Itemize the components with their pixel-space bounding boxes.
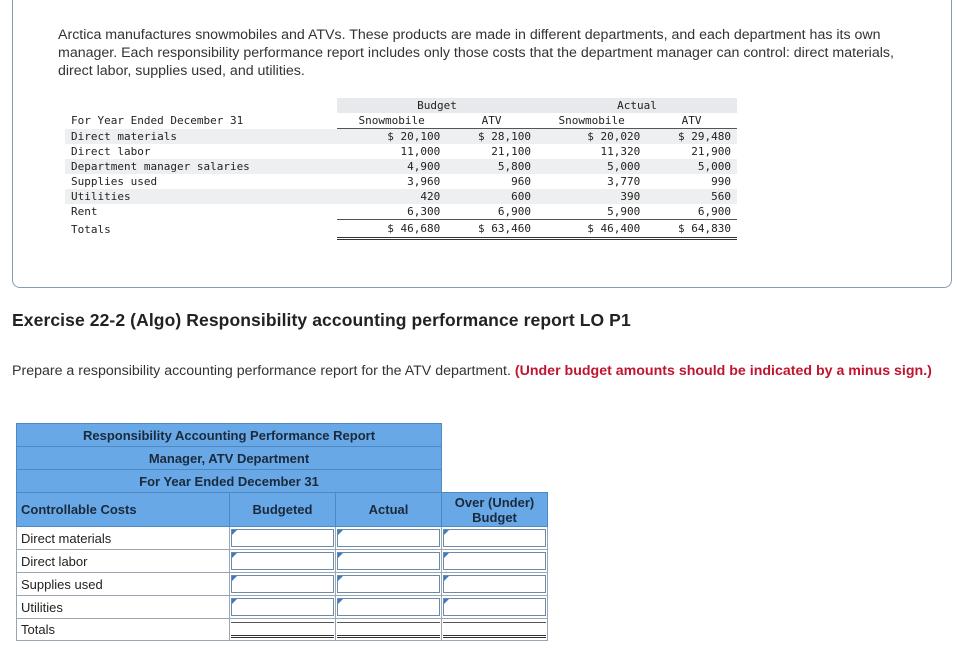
col-controllable-costs: Controllable Costs (16, 492, 230, 527)
row-label-supplies-used: Supplies used (16, 572, 230, 596)
over-under-supplies-used-input[interactable] (443, 575, 546, 593)
period-label: For Year Ended December 31 (71, 114, 244, 128)
row-label-direct-materials: Direct materials (16, 526, 230, 550)
cell-value: 21,900 (691, 145, 731, 158)
cell-value: 420 (337, 189, 447, 204)
budgeted-total-field[interactable] (231, 621, 334, 638)
budgeted-supplies-used-input[interactable] (231, 575, 334, 593)
row-label: Utilities (65, 189, 337, 204)
row-label: Rent (71, 205, 98, 219)
col-budget-atv: ATV (446, 113, 537, 129)
over-under-utilities-input[interactable] (443, 598, 546, 616)
actual-total-field[interactable] (337, 621, 440, 638)
total-value: $ 64,830 (646, 219, 737, 240)
report-title: Responsibility Accounting Performance Re… (16, 423, 442, 447)
exercise-title: Exercise 22-2 (Algo) Responsibility acco… (12, 310, 631, 330)
cell-value: 5,800 (446, 159, 537, 174)
cell-value: 6,900 (646, 204, 737, 220)
budgeted-direct-materials-input[interactable] (231, 529, 334, 547)
cell-value: 6,900 (446, 204, 537, 220)
cell-value: 5,000 (646, 159, 737, 174)
actual-supplies-used-input[interactable] (337, 575, 440, 593)
over-under-direct-materials-input[interactable] (443, 529, 546, 547)
actual-group-header: Actual (536, 98, 737, 113)
cell-value: 11,320 (600, 145, 641, 158)
row-label: Supplies used (71, 175, 158, 188)
total-value: $ 63,460 (446, 219, 537, 240)
col-budgeted: Budgeted (229, 492, 336, 527)
col-budget-snowmobile: Snowmobile (337, 113, 447, 129)
cell-value: 4,900 (337, 159, 447, 174)
instructions: Prepare a responsibility accounting perf… (12, 362, 947, 380)
cell-value: 11,000 (400, 145, 441, 158)
actual-direct-materials-input[interactable] (337, 529, 440, 547)
intro-text: Arctica manufactures snowmobiles and ATV… (58, 27, 894, 79)
budget-actual-table: Budget Actual For Year Ended December 31… (65, 98, 737, 240)
cell-value: 390 (536, 189, 647, 204)
cell-value: 6,300 (337, 204, 447, 220)
problem-card (12, 0, 952, 288)
col-actual: Actual (335, 492, 442, 527)
row-label-totals: Totals (16, 618, 230, 641)
actual-direct-labor-input[interactable] (337, 552, 440, 570)
cell-value: 990 (711, 175, 731, 188)
row-label-direct-labor: Direct labor (16, 549, 230, 573)
total-value: $ 46,680 (337, 219, 447, 240)
over-under-direct-labor-input[interactable] (443, 552, 546, 570)
over-under-total-field[interactable] (443, 621, 546, 638)
col-actual-atv: ATV (646, 113, 737, 129)
row-label: Department manager salaries (65, 159, 337, 174)
actual-utilities-input[interactable] (337, 598, 440, 616)
performance-report-table: Responsibility Accounting Performance Re… (16, 423, 548, 641)
cell-value: $ 28,100 (446, 128, 537, 144)
instructions-text: Prepare a responsibility accounting perf… (12, 363, 515, 379)
cell-value: 5,000 (536, 159, 647, 174)
cell-value: $ 20,100 (337, 128, 447, 144)
cell-value: 560 (646, 189, 737, 204)
col-actual-snowmobile: Snowmobile (536, 113, 647, 129)
budget-group-header: Budget (337, 98, 537, 113)
row-label-utilities: Utilities (16, 595, 230, 619)
instructions-emphasis: (Under budget amounts should be indicate… (514, 363, 932, 379)
cell-value: 600 (446, 189, 537, 204)
budgeted-utilities-input[interactable] (231, 598, 334, 616)
cell-value: $ 29,480 (646, 128, 737, 144)
col-over-under: Over (Under) Budget (441, 492, 548, 527)
totals-label: Totals (71, 222, 111, 236)
cell-value: $ 20,020 (536, 128, 647, 144)
cell-value: 3,960 (407, 175, 441, 188)
cell-value: 21,100 (491, 145, 531, 158)
report-subtitle: Manager, ATV Department (16, 446, 442, 470)
row-label: Direct labor (71, 145, 151, 158)
report-period: For Year Ended December 31 (16, 469, 442, 493)
cell-value: 960 (511, 175, 531, 188)
cell-value: 5,900 (536, 204, 647, 220)
cell-value: 3,770 (607, 175, 641, 188)
total-value: $ 46,400 (536, 219, 647, 240)
budgeted-direct-labor-input[interactable] (231, 552, 334, 570)
row-label: Direct materials (65, 128, 337, 144)
